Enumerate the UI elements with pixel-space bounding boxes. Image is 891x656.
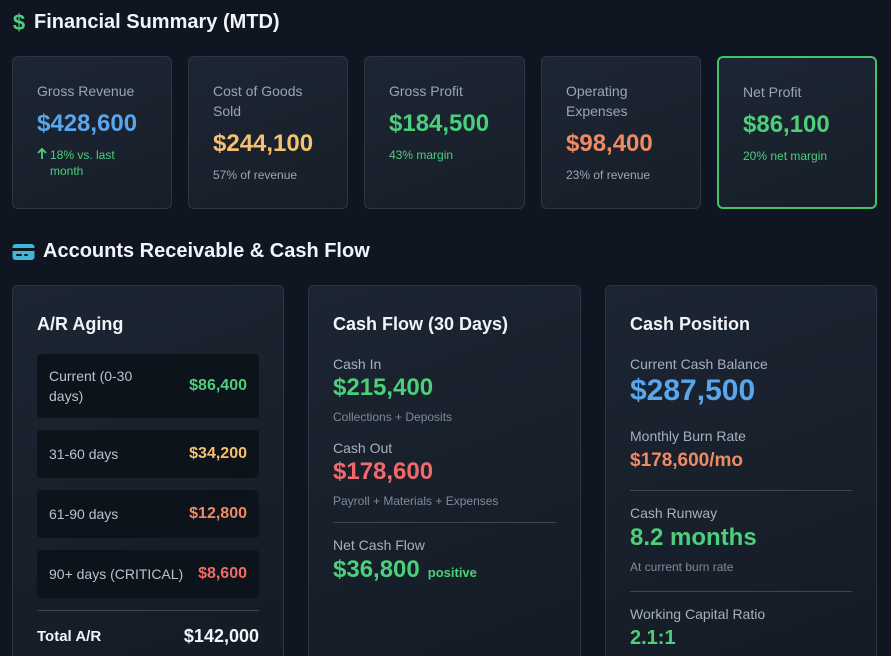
aging-row-90-plus: 90+ days (CRITICAL) $8,600	[37, 550, 259, 598]
burn-rate-label: Monthly Burn Rate	[630, 428, 746, 444]
kpi-label: Operating Expenses	[566, 83, 628, 119]
kpi-sub: 23% of revenue	[566, 168, 651, 182]
cash-balance-label: Current Cash Balance	[630, 356, 768, 372]
kpi-label: Gross Profit	[389, 83, 463, 99]
dollar-icon: $	[12, 10, 26, 34]
kpi-sub-text: 18% vs. last month	[50, 148, 115, 178]
divider	[333, 522, 556, 523]
working-capital-label: Working Capital Ratio	[630, 606, 766, 622]
financial-summary-title: $ Financial Summary (MTD)	[12, 10, 280, 34]
burn-rate-value: $178,600/mo	[630, 450, 744, 471]
kpi-label: Gross Revenue	[37, 83, 135, 99]
aging-label: 90+ days (CRITICAL)	[49, 566, 184, 582]
net-cash-flow-row: $36,800 positive	[333, 556, 477, 584]
total-ar-label: Total A/R	[37, 628, 102, 645]
kpi-label: Net Profit	[743, 84, 802, 100]
kpi-card-cogs: Cost of Goods Sold $244,100 57% of reven…	[188, 56, 348, 209]
aging-value: $12,800	[189, 505, 247, 522]
working-capital-value: 2.1:1	[630, 627, 676, 649]
arrow-up-icon	[37, 147, 47, 179]
divider	[630, 591, 852, 592]
panel-title: Cash Position	[630, 314, 751, 334]
financial-summary-label: Financial Summary (MTD)	[34, 10, 280, 33]
kpi-card-net-profit: Net Profit $86,100 20% net margin	[717, 56, 877, 209]
kpi-card-operating-expenses: Operating Expenses $98,400 23% of revenu…	[541, 56, 701, 209]
aging-value: $8,600	[198, 565, 247, 582]
kpi-sub: 20% net margin	[743, 149, 828, 163]
kpi-value: $428,600	[37, 110, 138, 137]
ar-section-title: Accounts Receivable & Cash Flow	[12, 240, 370, 263]
aging-row-current: Current (0-30 days) $86,400	[37, 354, 259, 418]
net-cash-flow-badge: positive	[427, 565, 477, 580]
aging-value: $86,400	[189, 377, 247, 394]
cash-out-sub: Payroll + Materials + Expenses	[333, 494, 499, 508]
panel-title: A/R Aging	[37, 314, 124, 334]
cash-in-value: $215,400	[333, 374, 434, 401]
cash-runway-label: Cash Runway	[630, 505, 718, 521]
credit-card-icon	[12, 243, 35, 261]
cash-position-panel: Cash Position Current Cash Balance $287,…	[605, 285, 877, 656]
cash-balance-value: $287,500	[630, 374, 756, 407]
total-ar-value: $142,000	[183, 626, 259, 646]
aging-value: $34,200	[189, 445, 247, 462]
kpi-value: $98,400	[566, 130, 653, 157]
kpi-value: $86,100	[743, 111, 830, 138]
kpi-sub: 18% vs. last month	[37, 147, 159, 179]
cash-in-label: Cash In	[333, 356, 382, 372]
aging-label: 61-90 days	[49, 506, 119, 522]
kpi-sub: 57% of revenue	[213, 168, 298, 182]
kpi-card-gross-profit: Gross Profit $184,500 43% margin	[364, 56, 525, 209]
aging-label: 31-60 days	[49, 446, 119, 462]
aging-row-61-90: 61-90 days $12,800	[37, 490, 259, 538]
svg-text:$: $	[13, 10, 25, 34]
cash-out-label: Cash Out	[333, 440, 393, 456]
aging-row-31-60: 31-60 days $34,200	[37, 430, 259, 478]
ar-aging-panel: A/R Aging Current (0-30 days) $86,400 31…	[12, 285, 284, 656]
aging-label: Current (0-30 days)	[49, 368, 133, 404]
kpi-value: $184,500	[389, 110, 490, 137]
kpi-label: Cost of Goods Sold	[213, 83, 303, 119]
kpi-sub: 43% margin	[389, 148, 454, 162]
net-cash-flow-value: $36,800	[333, 556, 420, 583]
ar-section-label: Accounts Receivable & Cash Flow	[43, 240, 370, 262]
cash-out-value: $178,600	[333, 458, 434, 485]
cash-runway-value: 8.2 months	[630, 524, 757, 551]
kpi-card-gross-revenue: Gross Revenue $428,600 18% vs. last mont…	[12, 56, 172, 209]
panel-title: Cash Flow (30 Days)	[333, 314, 509, 334]
divider	[630, 490, 852, 491]
net-cash-flow-label: Net Cash Flow	[333, 537, 425, 553]
cash-runway-sub: At current burn rate	[630, 560, 734, 574]
cash-flow-panel: Cash Flow (30 Days) Cash In $215,400 Col…	[308, 285, 581, 656]
divider	[37, 610, 259, 611]
cash-in-sub: Collections + Deposits	[333, 410, 453, 424]
kpi-value: $244,100	[213, 130, 314, 157]
